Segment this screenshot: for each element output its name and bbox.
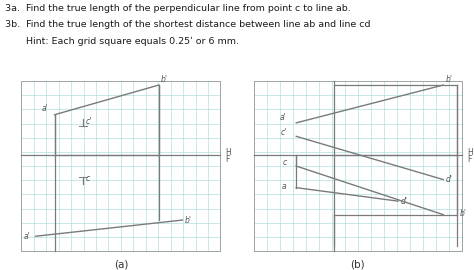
Text: a': a' (42, 104, 48, 113)
Text: F: F (225, 155, 229, 164)
Text: H: H (467, 148, 473, 157)
Text: b': b' (161, 75, 168, 84)
Text: d': d' (446, 175, 453, 184)
Text: d': d' (401, 197, 408, 206)
Text: Hint: Each grid square equals 0.25ʹ or 6 mm.: Hint: Each grid square equals 0.25ʹ or 6… (5, 36, 239, 46)
Text: c: c (85, 174, 90, 183)
Text: H: H (225, 148, 231, 157)
Text: F: F (467, 155, 471, 164)
Text: (b): (b) (351, 260, 365, 270)
Text: a': a' (24, 232, 30, 241)
Text: 3a.  Find the true length of the perpendicular line from point c to line ab.: 3a. Find the true length of the perpendi… (5, 4, 350, 13)
Text: c': c' (281, 128, 287, 137)
Text: a: a (282, 182, 287, 191)
Text: c': c' (85, 117, 91, 126)
Text: (a): (a) (114, 260, 128, 270)
Text: b': b' (185, 216, 192, 225)
Text: c: c (283, 158, 287, 167)
Text: b': b' (446, 75, 453, 84)
Text: a': a' (280, 113, 287, 122)
Text: b': b' (460, 209, 467, 218)
Text: 3b.  Find the true length of the shortest distance between line ab and line cd: 3b. Find the true length of the shortest… (5, 20, 370, 29)
